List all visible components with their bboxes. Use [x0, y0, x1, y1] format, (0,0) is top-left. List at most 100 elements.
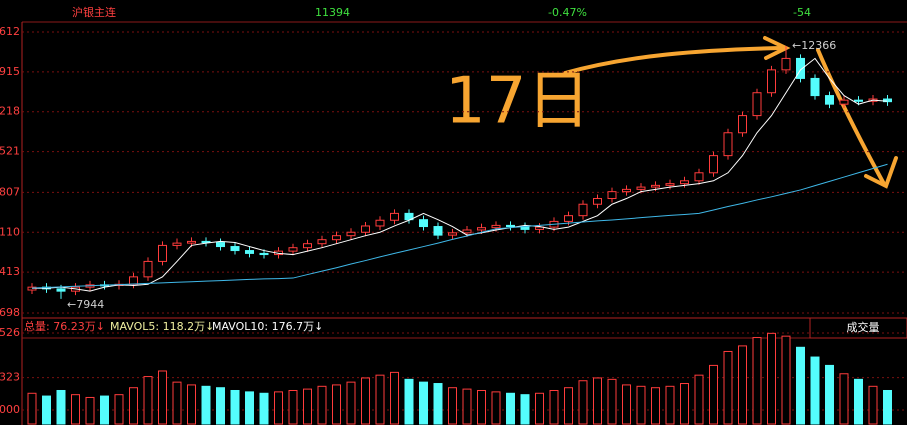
volume-bar — [129, 387, 138, 425]
volume-tick-label: 3323 — [0, 371, 20, 384]
candle-body — [796, 57, 805, 79]
candle-body — [694, 172, 704, 182]
volume-bar — [810, 356, 820, 425]
candle-body — [433, 226, 443, 236]
candle-body — [723, 132, 733, 157]
volume-tick-label: 6526 — [0, 326, 20, 339]
volume-bar — [448, 387, 457, 425]
volume-bar — [477, 389, 486, 425]
volume-bar — [593, 377, 602, 425]
volume-bar — [854, 378, 863, 425]
volume-bar — [201, 385, 211, 425]
y-tick-label: 9110 — [0, 225, 20, 238]
volume-bar — [187, 384, 196, 425]
y-tick-label: 10521 — [0, 145, 20, 158]
volume-bar — [274, 391, 283, 425]
change-pct: -0.47% — [548, 6, 587, 19]
volume-bar — [433, 383, 443, 425]
candle-body — [462, 229, 472, 234]
volume-bar — [390, 371, 399, 425]
volume-bar — [245, 391, 254, 425]
volume-bar — [404, 378, 414, 425]
volume-bar — [767, 332, 776, 425]
candle-body — [187, 240, 196, 244]
last-price: 11394 — [315, 6, 350, 19]
volume-bar — [158, 370, 167, 425]
candle-body — [477, 227, 486, 231]
candle-body — [172, 242, 182, 246]
candle-body — [317, 239, 327, 245]
y-tick-label: 11218 — [0, 105, 20, 118]
candle-body — [607, 191, 617, 200]
candle-body — [448, 232, 457, 236]
volume-bar — [825, 364, 834, 425]
volume-bar — [317, 385, 327, 425]
volume-bar — [607, 378, 617, 425]
volume-bar — [462, 388, 472, 425]
volume-bar — [100, 395, 109, 425]
candle-body — [390, 212, 399, 221]
handwriting: 17日 — [445, 65, 590, 139]
volume-bar — [71, 394, 80, 425]
volume-bar — [520, 394, 530, 425]
candle-body — [158, 244, 167, 262]
candle-body — [346, 231, 356, 237]
candle-body — [636, 186, 646, 190]
candle-body — [825, 95, 834, 105]
candle-body — [854, 99, 863, 102]
volume-bar — [680, 383, 689, 425]
mavol5: MAVOL5: 118.2万↓ — [110, 320, 214, 333]
volume-bar — [303, 388, 312, 425]
candle-body — [375, 219, 385, 227]
volume-bar — [375, 374, 385, 425]
volume-bar — [578, 380, 588, 425]
candle-body — [781, 57, 791, 71]
mavol10: MAVOL10: 176.7万↓ — [212, 320, 323, 333]
hand-arrow-head — [864, 156, 898, 189]
candle-body — [535, 226, 544, 230]
candle-body — [259, 252, 269, 256]
candle-body — [665, 183, 675, 186]
candle-body — [709, 155, 718, 174]
volume-bar — [564, 387, 573, 425]
candle-body — [506, 224, 515, 228]
candle-body — [404, 212, 414, 221]
price-annotation: ←12366 — [792, 39, 836, 52]
volume-bar — [883, 389, 892, 425]
volume-bar — [622, 384, 631, 425]
volume-bar — [738, 345, 747, 425]
candle-body — [303, 243, 312, 249]
volume-bar — [259, 392, 269, 425]
candle-body — [810, 77, 820, 97]
y-tick-label: 11915 — [0, 65, 20, 78]
volume-bar — [665, 385, 675, 425]
hand-arrow — [816, 48, 886, 186]
candle-body — [883, 98, 892, 103]
candle-body — [651, 184, 660, 188]
volume-bar — [361, 377, 370, 425]
candle-body — [767, 69, 776, 94]
volume-bar — [549, 389, 559, 425]
volume-bar — [332, 384, 341, 425]
volume-bar — [535, 392, 544, 425]
volume-bar — [723, 350, 733, 425]
volume-bar — [709, 364, 718, 425]
candle-body — [143, 260, 153, 278]
volume-bar — [839, 373, 849, 425]
volume-bar — [27, 392, 37, 425]
volume-title: 成交量 — [847, 320, 880, 334]
volume-bar — [56, 389, 66, 425]
volume-bar — [419, 381, 428, 425]
moving-average — [32, 57, 888, 292]
candle-body — [491, 224, 501, 229]
candle-body — [361, 225, 370, 233]
candle-body — [622, 188, 631, 193]
candle-body — [245, 250, 254, 254]
candle-body — [419, 219, 428, 228]
volume-total: 总量: 76.23万↓ — [24, 319, 105, 333]
volume-bar — [506, 392, 515, 425]
candle-body — [288, 247, 298, 252]
volume-bar — [172, 381, 182, 425]
